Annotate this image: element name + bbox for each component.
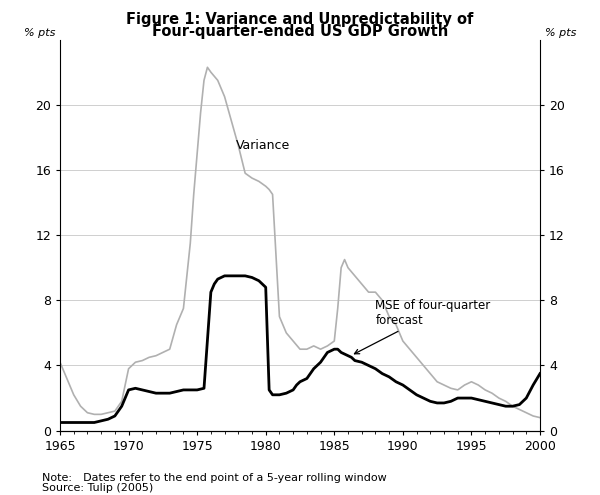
Text: Source: Tulip (2005): Source: Tulip (2005): [42, 483, 153, 493]
Text: Note: Dates refer to the end point of a 5-year rolling window: Note: Dates refer to the end point of a …: [42, 473, 387, 483]
Text: Four-quarter-ended US GDP Growth: Four-quarter-ended US GDP Growth: [152, 24, 448, 39]
Text: % pts: % pts: [545, 28, 576, 38]
Text: % pts: % pts: [24, 28, 55, 38]
Text: MSE of four-quarter
forecast: MSE of four-quarter forecast: [355, 299, 491, 354]
Text: Figure 1: Variance and Unpredictability of: Figure 1: Variance and Unpredictability …: [127, 12, 473, 27]
Text: Variance: Variance: [236, 139, 290, 152]
